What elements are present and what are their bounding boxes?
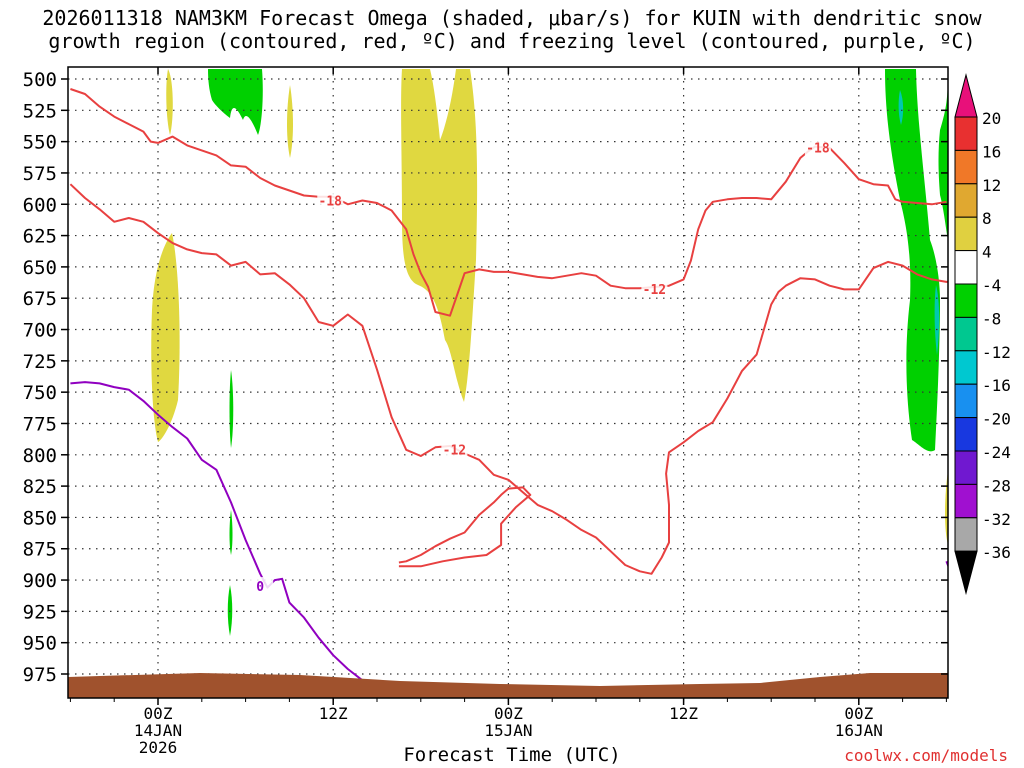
teal-blob-2 <box>934 285 940 355</box>
y-tick-label: 500 <box>23 69 57 91</box>
green-blob-3 <box>229 510 233 555</box>
y-tick-label: 700 <box>23 320 57 342</box>
chart-title-line2: growth region (contoured, red, ºC) and f… <box>48 29 976 53</box>
credit-text: coolwx.com/models <box>844 746 1008 765</box>
yellow-blob-3 <box>151 233 180 442</box>
y-tick-label: 950 <box>23 633 57 655</box>
y-tick-label: 675 <box>23 288 57 310</box>
contour-label-18-c: -12 <box>643 283 666 298</box>
colorbar-label: -16 <box>982 376 1011 395</box>
x-tick-label: 00Z <box>844 704 873 723</box>
colorbar-label: -8 <box>982 309 1001 328</box>
colorbar-box <box>954 450 978 485</box>
terrain-surface <box>68 673 948 698</box>
colorbar-box <box>954 183 978 218</box>
y-tick-label: 625 <box>23 226 57 248</box>
contour-label-18-a-bg <box>317 191 344 209</box>
colorbar-label: -36 <box>982 543 1011 562</box>
colorbar-bottom-arrow <box>954 550 978 596</box>
x-tick-label: 14JAN <box>134 721 182 740</box>
y-tick-label: 800 <box>23 445 57 467</box>
colorbar-label: 4 <box>982 243 992 262</box>
y-tick-label: 925 <box>23 601 57 623</box>
contour-label-18-c-bg <box>641 280 668 298</box>
y-tick-label: 600 <box>23 194 57 216</box>
contour-label-0-bg <box>247 577 274 595</box>
contour-label-12: -12 <box>443 444 466 459</box>
colorbar-label: -28 <box>982 476 1011 495</box>
colorbar-label: -32 <box>982 510 1011 529</box>
contour-label-0: 0 <box>256 580 264 595</box>
contour-label-18-b: -18 <box>806 142 830 157</box>
colorbar-label: 20 <box>982 109 1001 128</box>
x-tick-label: 16JAN <box>835 721 883 740</box>
y-tick-label: 750 <box>23 382 57 404</box>
y-tick-label: 775 <box>23 413 57 435</box>
green-blob-5 <box>885 69 940 452</box>
contour-freezing-level-0 <box>70 381 378 688</box>
y-tick-label: 825 <box>23 476 57 498</box>
colorbar-box <box>954 250 978 285</box>
x-axis-label: Forecast Time (UTC) <box>403 744 621 766</box>
colorbar-label: -12 <box>982 343 1011 362</box>
y-tick-label: 850 <box>23 507 57 529</box>
colorbar-box <box>954 483 978 519</box>
x-tick-label: 00Z <box>144 704 173 723</box>
y-tick-label: 975 <box>23 664 57 686</box>
yellow-blob-2 <box>287 85 293 158</box>
colorbar-label: -4 <box>982 276 1001 295</box>
green-blob-6 <box>938 69 948 240</box>
plot-area: -18 -18 -12 0 -12 <box>68 67 948 698</box>
colorbar-box <box>954 283 978 318</box>
colorbar-top-arrow <box>954 73 978 118</box>
x-tick-label: 15JAN <box>484 721 532 740</box>
y-tick-label: 650 <box>23 257 57 279</box>
teal-blob-1 <box>898 90 904 125</box>
colorbar-box <box>954 116 978 151</box>
colorbar-box <box>954 350 978 385</box>
y-tick-label: 525 <box>23 100 57 122</box>
green-blob-4 <box>227 585 233 636</box>
colorbar-label: -20 <box>982 410 1011 429</box>
y-tick-label: 900 <box>23 570 57 592</box>
colorbar-box <box>954 383 978 419</box>
colorbar-label: 16 <box>982 142 1001 161</box>
y-tick-label: 725 <box>23 351 57 373</box>
x-tick-label: 12Z <box>319 704 348 723</box>
green-blob-1 <box>208 69 263 135</box>
chart-title-line1: 2026011318 NAM3KM Forecast Omega (shaded… <box>42 6 982 30</box>
contour-label-18-a: -18 <box>319 194 343 209</box>
colorbar-label: -24 <box>982 443 1011 462</box>
y-tick-label: 575 <box>23 163 57 185</box>
yellow-blob-1 <box>166 69 173 135</box>
colorbar-box <box>954 216 978 252</box>
contour-label-18-b-bg <box>804 138 831 156</box>
x-tick-label: 12Z <box>669 704 698 723</box>
y-tick-label: 875 <box>23 539 57 561</box>
colorbar-box <box>954 517 978 552</box>
colorbar-label: 12 <box>982 176 1001 195</box>
contour-dgz-closed <box>398 486 532 568</box>
colorbar-box <box>954 417 978 452</box>
x-tick-label: 00Z <box>494 704 523 723</box>
colorbar-box <box>954 149 978 185</box>
y-tick-label: 550 <box>23 132 57 154</box>
contour-dgz-bottom-12 <box>69 183 948 575</box>
colorbar-label: 8 <box>982 209 992 228</box>
contour-label-12-bg <box>441 440 468 458</box>
colorbar-box <box>954 316 978 352</box>
green-blob-2 <box>229 370 234 448</box>
x-tick-label: 2026 <box>139 738 178 757</box>
